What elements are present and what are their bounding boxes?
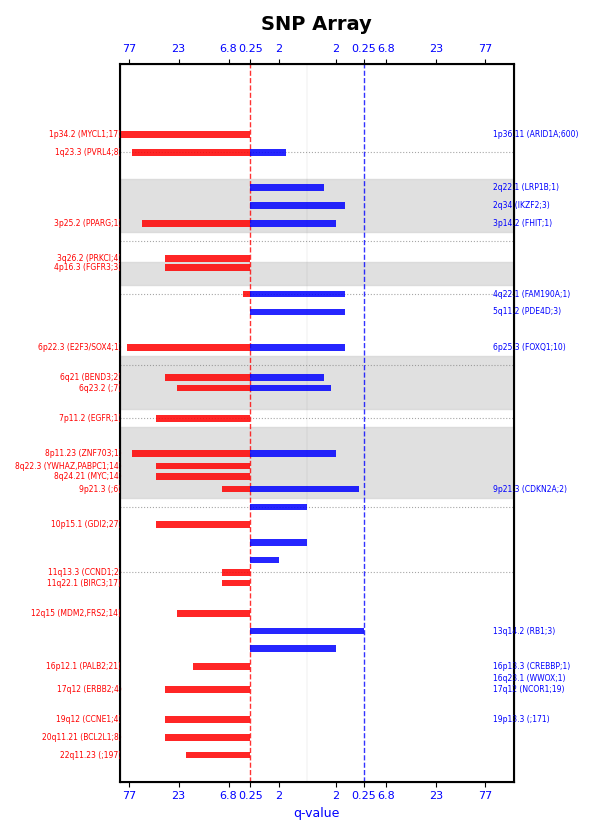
Text: 9p21.3 (;6): 9p21.3 (;6)	[79, 484, 122, 493]
Bar	[250, 220, 336, 226]
Bar	[156, 415, 250, 422]
Text: 17q12 (ERBB2;4): 17q12 (ERBB2;4)	[57, 685, 122, 694]
Bar	[243, 291, 250, 297]
Text: 11q13.3 (CCND1;2): 11q13.3 (CCND1;2)	[48, 568, 122, 577]
Bar	[250, 291, 345, 297]
Text: 16q23.1 (WWOX;1): 16q23.1 (WWOX;1)	[493, 675, 565, 683]
Text: 17q12 (NCOR1;19): 17q12 (NCOR1;19)	[493, 685, 564, 694]
Bar	[222, 579, 250, 586]
Text: 1p34.2 (MYCL1;17): 1p34.2 (MYCL1;17)	[50, 130, 122, 139]
Bar	[165, 264, 250, 271]
Text: 6q21 (BEND3;2): 6q21 (BEND3;2)	[60, 373, 122, 382]
Bar	[120, 262, 514, 286]
Bar	[250, 539, 307, 546]
Bar	[250, 628, 364, 635]
Text: 8q24.21 (MYC;14): 8q24.21 (MYC;14)	[54, 473, 122, 481]
Bar	[165, 256, 250, 262]
Bar	[177, 610, 250, 616]
Text: 13q14.2 (RB1;3): 13q14.2 (RB1;3)	[493, 626, 555, 635]
Bar	[165, 734, 250, 741]
Bar	[194, 663, 250, 670]
Text: 4p16.3 (FGFR3;3): 4p16.3 (FGFR3;3)	[54, 263, 122, 272]
Bar	[250, 185, 324, 191]
Bar	[250, 645, 336, 652]
Bar	[120, 357, 514, 409]
Text: 19p13.3 (;171): 19p13.3 (;171)	[493, 715, 549, 724]
Text: 1p36.11 (ARID1A;600): 1p36.11 (ARID1A;600)	[493, 130, 578, 139]
Bar	[127, 344, 250, 351]
Bar	[250, 557, 278, 564]
Bar	[156, 521, 250, 528]
Text: 6p22.3 (E2F3/SOX4;1): 6p22.3 (E2F3/SOX4;1)	[38, 343, 122, 352]
Bar	[250, 504, 307, 510]
Text: 2q34 (IKZF2;3): 2q34 (IKZF2;3)	[493, 201, 549, 210]
Text: 8q22.3 (YWHAZ,PABPC1;14): 8q22.3 (YWHAZ,PABPC1;14)	[15, 462, 122, 471]
Bar	[250, 202, 345, 209]
Bar	[186, 752, 250, 758]
Text: 11q22.1 (BIRC3;17): 11q22.1 (BIRC3;17)	[47, 579, 122, 588]
Bar	[250, 486, 359, 493]
Bar	[222, 486, 250, 493]
Text: 10p15.1 (GDI2;27): 10p15.1 (GDI2;27)	[51, 520, 122, 529]
Text: 3p14.2 (FHIT;1): 3p14.2 (FHIT;1)	[493, 219, 552, 228]
Text: 3p25.2 (PPARG;1): 3p25.2 (PPARG;1)	[54, 219, 122, 228]
Text: 16p13.3 (CREBBP;1): 16p13.3 (CREBBP;1)	[493, 662, 570, 671]
Text: 2q22.1 (LRP1B;1): 2q22.1 (LRP1B;1)	[493, 183, 559, 192]
Bar	[250, 149, 286, 155]
Text: 4q22.1 (FAM190A;1): 4q22.1 (FAM190A;1)	[493, 290, 570, 299]
Text: 6p25.3 (FOXQ1;10): 6p25.3 (FOXQ1;10)	[493, 343, 566, 352]
Text: 7p11.2 (EGFR;1): 7p11.2 (EGFR;1)	[59, 413, 122, 423]
Text: 16p12.1 (PALB2;21): 16p12.1 (PALB2;21)	[47, 662, 122, 671]
Text: 3q26.2 (PRKCI;4): 3q26.2 (PRKCI;4)	[57, 254, 122, 263]
Title: SNP Array: SNP Array	[261, 15, 372, 34]
Bar	[250, 450, 336, 457]
Text: 8p11.23 (ZNF703;1): 8p11.23 (ZNF703;1)	[45, 449, 122, 458]
Text: 22q11.23 (;197): 22q11.23 (;197)	[60, 751, 122, 760]
Text: 1q23.3 (PVRL4;8): 1q23.3 (PVRL4;8)	[55, 148, 122, 157]
Bar	[250, 374, 324, 381]
Text: 20q11.21 (BCL2L1;8): 20q11.21 (BCL2L1;8)	[42, 733, 122, 741]
Bar	[222, 569, 250, 576]
Bar	[120, 179, 514, 232]
Text: 12q15 (MDM2,FRS2;14): 12q15 (MDM2,FRS2;14)	[31, 609, 122, 618]
Bar	[142, 220, 250, 226]
Bar	[165, 686, 250, 693]
Text: 6q23.2 (;7): 6q23.2 (;7)	[79, 383, 122, 392]
Bar	[120, 427, 514, 498]
X-axis label: q-value: q-value	[293, 807, 340, 820]
Bar	[250, 308, 345, 315]
Bar	[156, 473, 250, 480]
Bar	[156, 463, 250, 469]
Bar	[165, 716, 250, 723]
Bar	[132, 149, 250, 155]
Bar	[177, 385, 250, 392]
Bar	[115, 131, 250, 138]
Bar	[250, 344, 345, 351]
Text: 5q11.2 (PDE4D;3): 5q11.2 (PDE4D;3)	[493, 307, 561, 316]
Text: 9p21.3 (CDKN2A;2): 9p21.3 (CDKN2A;2)	[493, 484, 567, 493]
Bar	[250, 385, 331, 392]
Text: 19q12 (CCNE1;4): 19q12 (CCNE1;4)	[56, 715, 122, 724]
Bar	[165, 374, 250, 381]
Bar	[132, 450, 250, 457]
